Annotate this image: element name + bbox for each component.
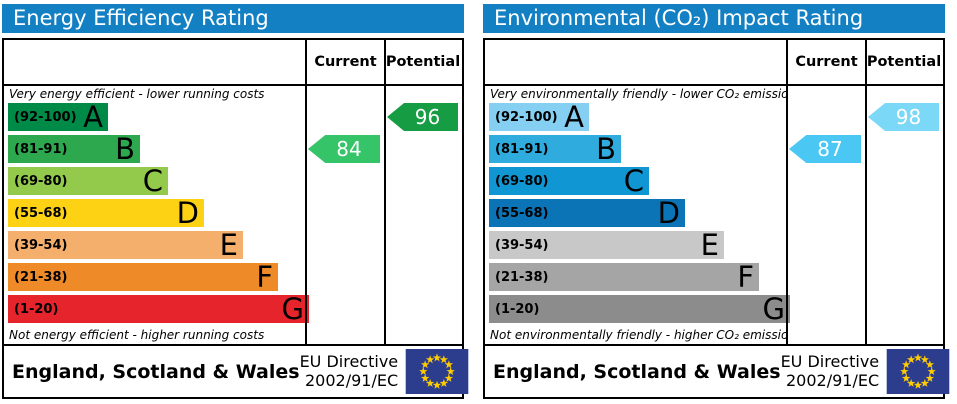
- band-row-b: (81-91) B: [489, 132, 621, 166]
- band-row-f: (21-38) F: [489, 260, 759, 294]
- eu-directive-line2: 2002/91/EC: [305, 370, 399, 390]
- panel-title: Energy Efficiency Rating: [2, 4, 464, 33]
- region-label: England, Scotland & Wales: [493, 360, 781, 383]
- band-row-a: (92-100) A: [8, 100, 108, 134]
- current-column-header: Current: [795, 54, 858, 70]
- rating-table: Current Potential Very environmentally f…: [483, 38, 950, 399]
- co2-impact-panel: Environmental (CO₂) Impact Rating Curren…: [481, 2, 950, 404]
- band-letter: G: [762, 292, 785, 326]
- band-letter: B: [115, 132, 135, 166]
- column-header-row: Current Potential: [4, 40, 462, 86]
- band-list: (92-100) A (81-91) B (69-80) C (55-68) D…: [4, 100, 462, 326]
- panel-title: Environmental (CO₂) Impact Rating: [483, 4, 945, 33]
- energy-efficiency-panel: Energy Efficiency Rating Current Potenti…: [0, 2, 469, 404]
- band-range: (81-91): [14, 141, 68, 157]
- band-row-a: (92-100) A: [489, 100, 589, 134]
- band-letter: G: [281, 292, 304, 326]
- band-letter: E: [219, 228, 238, 262]
- band-row-f: (21-38) F: [8, 260, 278, 294]
- potential-column-header: Potential: [866, 54, 942, 70]
- eu-directive-line2: 2002/91/EC: [786, 370, 880, 390]
- band-letter: B: [596, 132, 616, 166]
- band-range: (1-20): [14, 301, 59, 317]
- band-letter: C: [623, 164, 644, 198]
- column-divider: [865, 40, 867, 344]
- potential-rating-value: 98: [895, 105, 922, 129]
- band-range: (21-38): [14, 269, 68, 285]
- band-letter: A: [564, 100, 584, 134]
- panel-footer: England, Scotland & Wales EU Directive 2…: [4, 344, 469, 397]
- eu-directive-line1: EU Directive: [780, 352, 880, 372]
- band-range: (21-38): [495, 269, 549, 285]
- eu-flag-icon: [405, 349, 469, 394]
- band-row-g: (1-20) G: [489, 292, 790, 326]
- potential-rating-value: 96: [414, 105, 441, 129]
- column-header-row: Current Potential: [485, 40, 943, 86]
- band-range: (81-91): [495, 141, 549, 157]
- band-row-e: (39-54) E: [8, 228, 243, 262]
- bottom-caption: Not energy efficient - higher running co…: [9, 328, 265, 342]
- band-row-c: (69-80) C: [489, 164, 649, 198]
- current-rating-arrow: 84: [308, 135, 380, 163]
- band-letter: F: [256, 260, 273, 294]
- band-letter: D: [176, 196, 199, 230]
- band-letter: D: [657, 196, 680, 230]
- band-range: (39-54): [14, 237, 68, 253]
- band-letter: A: [83, 100, 103, 134]
- panel-footer: England, Scotland & Wales EU Directive 2…: [485, 344, 950, 397]
- current-rating-value: 84: [336, 137, 362, 161]
- band-row-g: (1-20) G: [8, 292, 309, 326]
- current-column-header: Current: [314, 54, 377, 70]
- band-range: (92-100): [14, 109, 77, 125]
- current-rating-value: 87: [817, 137, 843, 161]
- band-letter: F: [737, 260, 754, 294]
- band-row-b: (81-91) B: [8, 132, 140, 166]
- band-row-d: (55-68) D: [489, 196, 685, 230]
- band-range: (92-100): [495, 109, 558, 125]
- band-letter: E: [700, 228, 719, 262]
- potential-column-header: Potential: [385, 54, 461, 70]
- top-caption: Very energy efficient - lower running co…: [9, 87, 265, 101]
- top-caption: Very environmentally friendly - lower CO…: [490, 87, 786, 101]
- band-range: (69-80): [495, 173, 549, 189]
- band-row-e: (39-54) E: [489, 228, 724, 262]
- band-row-c: (69-80) C: [8, 164, 168, 198]
- column-divider: [384, 40, 386, 344]
- eu-directive-label: EU Directive 2002/91/EC: [299, 352, 406, 390]
- eu-directive-line1: EU Directive: [299, 352, 399, 372]
- column-divider: [305, 40, 307, 344]
- current-rating-arrow: 87: [789, 135, 861, 163]
- band-range: (39-54): [495, 237, 549, 253]
- bottom-caption: Not environmentally friendly - higher CO…: [490, 328, 786, 342]
- eu-directive-label: EU Directive 2002/91/EC: [780, 352, 887, 390]
- band-range: (1-20): [495, 301, 540, 317]
- eu-flag-icon: [886, 349, 950, 394]
- band-range: (55-68): [495, 205, 549, 221]
- region-label: England, Scotland & Wales: [12, 360, 300, 383]
- band-range: (69-80): [14, 173, 68, 189]
- potential-rating-arrow: 96: [387, 103, 458, 131]
- band-letter: C: [142, 164, 163, 198]
- band-row-d: (55-68) D: [8, 196, 204, 230]
- band-range: (55-68): [14, 205, 68, 221]
- rating-table: Current Potential Very energy efficient …: [2, 38, 469, 399]
- column-divider: [786, 40, 788, 344]
- band-list: (92-100) A (81-91) B (69-80) C (55-68) D…: [485, 100, 943, 326]
- potential-rating-arrow: 98: [868, 103, 939, 131]
